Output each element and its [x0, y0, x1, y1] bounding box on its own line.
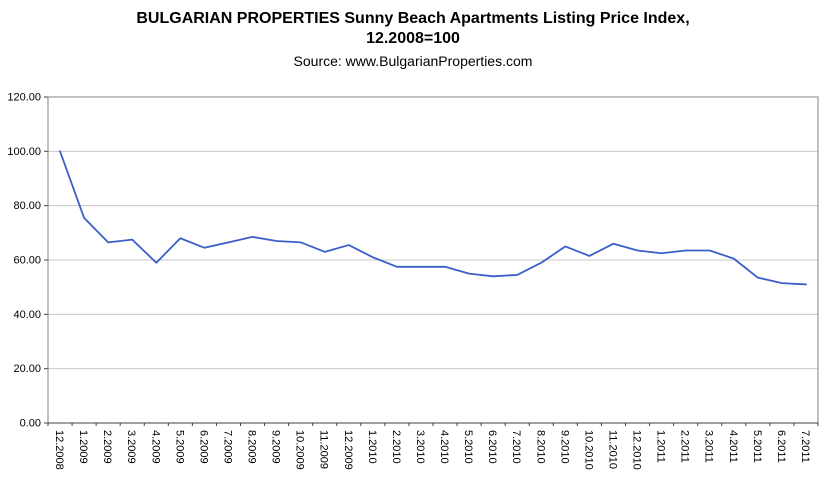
x-tick-label: 5.2010	[462, 430, 474, 464]
x-tick-label: 2.2009	[101, 430, 113, 464]
y-tick-label: 120.00	[7, 92, 41, 104]
x-tick-label: 6.2011	[775, 430, 787, 463]
x-tick-label: 8.2010	[534, 430, 546, 464]
x-tick-label: 11.2010	[606, 430, 618, 469]
x-tick-label: 1.2011	[655, 430, 667, 463]
x-tick-label: 2.2010	[390, 430, 402, 464]
y-tick-label: 40.00	[13, 309, 41, 321]
chart-title-base-index: 12.2008=100	[366, 30, 460, 47]
y-tick-label: 60.00	[13, 255, 41, 267]
y-tick-label: 80.00	[13, 200, 41, 212]
x-tick-label: 6.2010	[486, 430, 498, 464]
x-tick-label: 10.2009	[294, 430, 306, 470]
x-tick-label: 4.2010	[438, 430, 450, 464]
x-tick-label: 12.2009	[342, 430, 354, 470]
y-tick-label: 20.00	[13, 363, 41, 375]
x-tick-label: 1.2010	[366, 430, 378, 464]
x-tick-label: 3.2011	[703, 430, 715, 463]
y-axis: 0.00 20.00 40.00 60.00 80.00 100.00 120.00	[7, 92, 49, 430]
y-tick-label: 100.00	[7, 146, 41, 158]
x-tick-label: 5.2009	[173, 430, 185, 464]
x-tick-label: 7.2009	[221, 430, 233, 464]
x-tick-label: 7.2011	[799, 430, 811, 463]
y-tick-label: 0.00	[20, 418, 41, 430]
x-tick-label: 2.2011	[679, 430, 691, 463]
x-tick-label: 7.2010	[510, 430, 522, 464]
chart-title: BULGARIAN PROPERTIES Sunny Beach Apartme…	[136, 10, 690, 27]
x-tick-label: 5.2011	[751, 430, 763, 463]
x-tick-label: 4.2009	[149, 430, 161, 464]
x-tick-label: 4.2011	[727, 430, 739, 463]
x-tick-label: 12.2010	[631, 430, 643, 470]
x-tick-label: 10.2010	[582, 430, 594, 470]
chart-source: Source: www.BulgarianProperties.com	[293, 53, 533, 69]
x-tick-label: 1.2009	[77, 430, 89, 464]
x-tick-label: 8.2009	[246, 430, 258, 464]
x-tick-label: 12.2008	[53, 430, 65, 470]
price-index-series	[59, 150, 807, 286]
x-tick-label: 11.2009	[318, 430, 330, 469]
x-tick-label: 3.2009	[125, 430, 137, 464]
x-tick-label: 3.2010	[414, 430, 426, 464]
x-tick-label: 6.2009	[197, 430, 209, 464]
x-tick-label: 9.2010	[558, 430, 570, 464]
x-tick-label: 9.2009	[270, 430, 282, 464]
x-axis: 12.2008 1.2009 2.2009 3.2009 4.2009 5.2009 6.2…	[47, 422, 819, 470]
price-index-line-chart: 0.00 20.00 40.00 60.00 80.00 100.00 120.00 12.2…	[7, 92, 819, 470]
